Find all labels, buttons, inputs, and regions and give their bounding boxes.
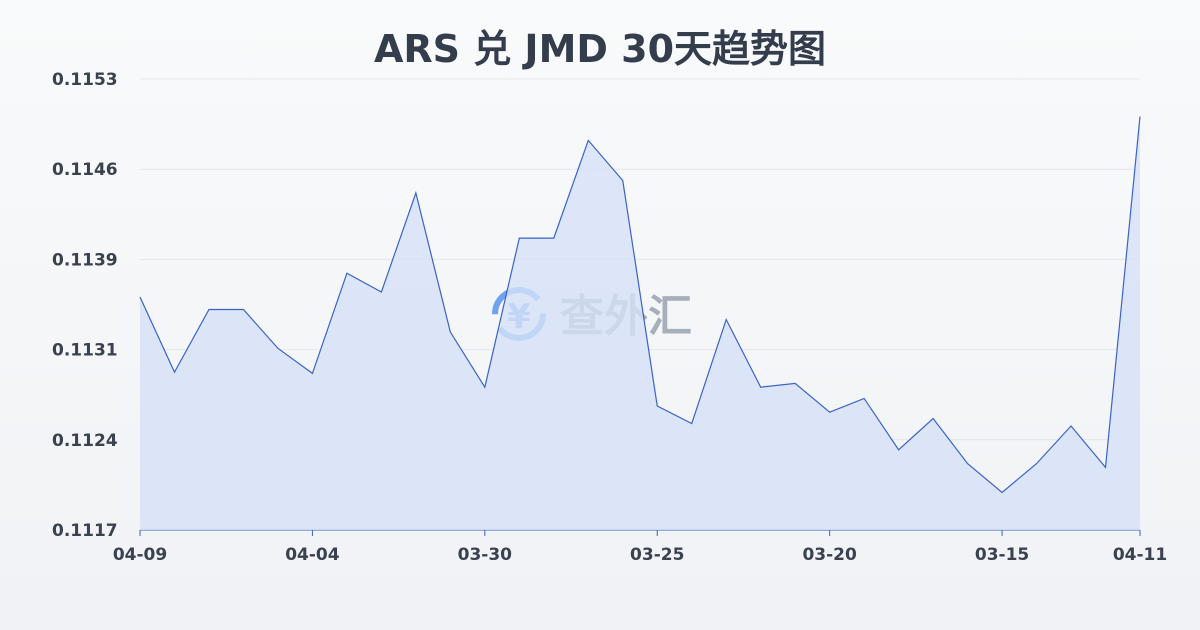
x-tick-label: 04-11 — [1113, 545, 1167, 565]
area-fill — [140, 116, 1140, 530]
x-tick-label: 04-04 — [285, 545, 340, 565]
x-tick-label: 03-30 — [458, 545, 513, 565]
series-line — [139, 116, 1141, 494]
x-tick-label: 04-09 — [113, 545, 167, 565]
y-tick-label: 0.1117 — [52, 521, 118, 541]
y-tick-label: 0.1131 — [52, 341, 118, 361]
x-tick-label: 03-20 — [802, 545, 857, 565]
y-tick-label: 0.1153 — [52, 70, 118, 90]
chart-title: ARS 兑 JMD 30天趋势图 — [373, 27, 827, 71]
y-tick-label: 0.1139 — [52, 250, 118, 270]
x-tick-label: 03-25 — [630, 545, 684, 565]
x-tick-label: 03-15 — [975, 545, 1029, 565]
y-tick-label: 0.1146 — [52, 160, 118, 180]
y-tick-label: 0.1124 — [52, 431, 118, 451]
